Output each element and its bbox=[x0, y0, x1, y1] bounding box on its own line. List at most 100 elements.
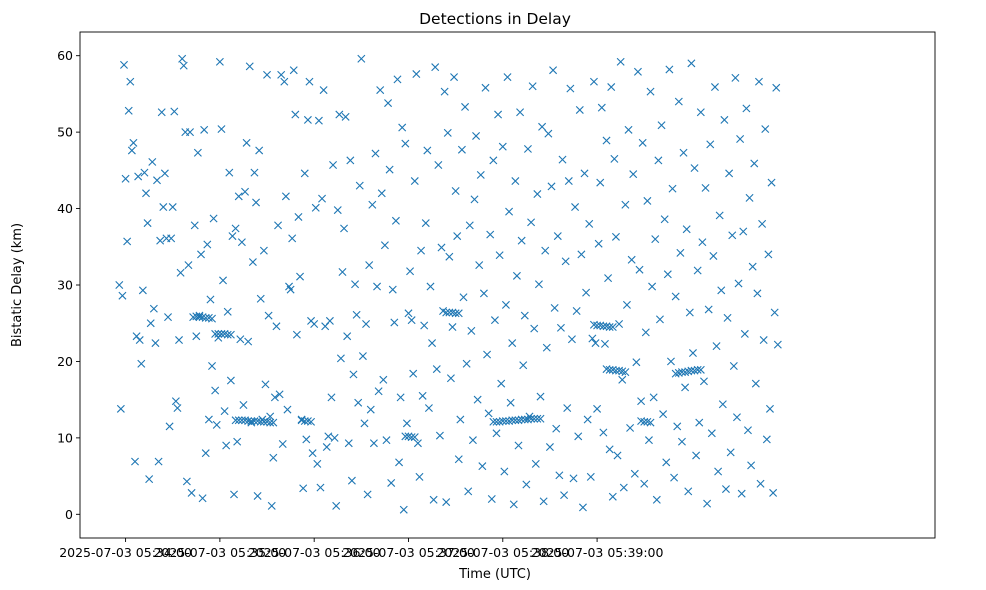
x-marker bbox=[509, 500, 518, 509]
x-marker bbox=[756, 479, 765, 488]
x-marker bbox=[519, 361, 528, 370]
x-marker bbox=[391, 216, 400, 225]
x-marker bbox=[739, 227, 748, 236]
x-marker bbox=[390, 318, 399, 327]
x-marker bbox=[338, 268, 347, 276]
x-marker bbox=[116, 404, 125, 413]
x-marker bbox=[558, 155, 567, 164]
x-marker bbox=[277, 70, 286, 79]
x-marker bbox=[536, 392, 545, 401]
x-marker bbox=[566, 84, 575, 93]
x-marker bbox=[431, 63, 440, 72]
x-marker bbox=[278, 439, 287, 448]
x-marker bbox=[410, 177, 419, 186]
x-marker bbox=[143, 219, 152, 228]
x-marker bbox=[470, 195, 479, 204]
y-axis: 0 10 20 30 40 50 60 bbox=[57, 48, 80, 522]
x-marker bbox=[607, 83, 616, 92]
x-marker bbox=[720, 115, 729, 124]
x-marker bbox=[758, 219, 767, 228]
x-marker bbox=[641, 328, 650, 337]
x-marker bbox=[556, 323, 565, 332]
x-marker bbox=[517, 236, 526, 245]
x-marker bbox=[632, 358, 641, 367]
x-marker bbox=[448, 323, 457, 332]
x-marker bbox=[600, 339, 609, 348]
x-marker bbox=[660, 215, 669, 224]
x-marker bbox=[544, 129, 553, 138]
x-marker bbox=[665, 65, 674, 74]
x-marker bbox=[454, 309, 463, 318]
x-marker bbox=[325, 316, 334, 325]
x-marker bbox=[605, 323, 614, 332]
x-marker bbox=[200, 125, 209, 134]
x-marker bbox=[483, 350, 492, 359]
x-marker bbox=[753, 289, 762, 298]
x-marker bbox=[572, 306, 581, 315]
x-marker bbox=[643, 196, 652, 205]
x-marker bbox=[208, 362, 217, 371]
x-marker bbox=[296, 272, 305, 281]
x-marker bbox=[671, 369, 680, 378]
x-marker bbox=[437, 243, 446, 252]
x-marker bbox=[234, 192, 243, 201]
x-marker bbox=[464, 487, 473, 496]
x-marker bbox=[192, 332, 201, 341]
x-marker bbox=[267, 501, 276, 510]
x-marker bbox=[244, 417, 253, 426]
x-marker bbox=[153, 176, 162, 185]
x-marker bbox=[487, 495, 496, 504]
x-marker bbox=[201, 449, 210, 458]
x-marker bbox=[302, 435, 311, 444]
x-marker bbox=[406, 267, 415, 276]
x-marker bbox=[263, 70, 272, 79]
x-marker bbox=[193, 148, 202, 157]
x-marker bbox=[234, 416, 243, 425]
x-marker bbox=[597, 103, 606, 112]
x-marker bbox=[560, 491, 569, 500]
x-marker bbox=[545, 443, 554, 452]
x-marker bbox=[170, 107, 179, 116]
x-marker bbox=[286, 285, 295, 294]
x-marker bbox=[699, 377, 708, 386]
x-marker bbox=[358, 352, 367, 361]
x-marker bbox=[649, 393, 658, 402]
x-tick-label: 2025-07-03 05:39:00 bbox=[531, 545, 664, 560]
x-marker bbox=[608, 323, 617, 332]
x-marker bbox=[349, 370, 358, 379]
x-marker bbox=[388, 285, 397, 294]
x-marker bbox=[561, 257, 570, 266]
x-marker bbox=[247, 417, 256, 426]
x-marker bbox=[363, 490, 372, 499]
x-marker bbox=[533, 190, 542, 199]
x-marker bbox=[696, 108, 705, 117]
y-axis-label: Bistatic Delay (km) bbox=[10, 223, 25, 347]
x-marker bbox=[340, 224, 349, 233]
x-marker bbox=[226, 330, 235, 339]
x-marker bbox=[652, 495, 661, 504]
x-marker bbox=[637, 397, 646, 406]
x-marker bbox=[140, 168, 149, 177]
x-marker bbox=[530, 414, 539, 423]
x-marker bbox=[750, 159, 759, 168]
x-marker bbox=[659, 410, 668, 419]
x-marker bbox=[530, 324, 539, 333]
x-marker bbox=[725, 169, 734, 178]
x-marker bbox=[681, 368, 690, 377]
y-tick-label: 40 bbox=[57, 201, 73, 216]
x-marker bbox=[541, 246, 550, 255]
x-marker bbox=[538, 122, 547, 131]
x-marker bbox=[421, 219, 430, 228]
x-marker bbox=[379, 375, 388, 384]
x-marker bbox=[461, 102, 470, 111]
x-marker bbox=[124, 106, 133, 115]
x-marker bbox=[404, 309, 413, 318]
x-marker bbox=[747, 461, 756, 470]
x-marker bbox=[773, 340, 782, 349]
x-marker bbox=[703, 499, 712, 508]
x-marker bbox=[253, 491, 262, 500]
x-marker bbox=[347, 476, 356, 485]
x-marker bbox=[494, 110, 503, 119]
y-tick-label: 20 bbox=[57, 354, 73, 369]
x-marker bbox=[434, 161, 443, 169]
